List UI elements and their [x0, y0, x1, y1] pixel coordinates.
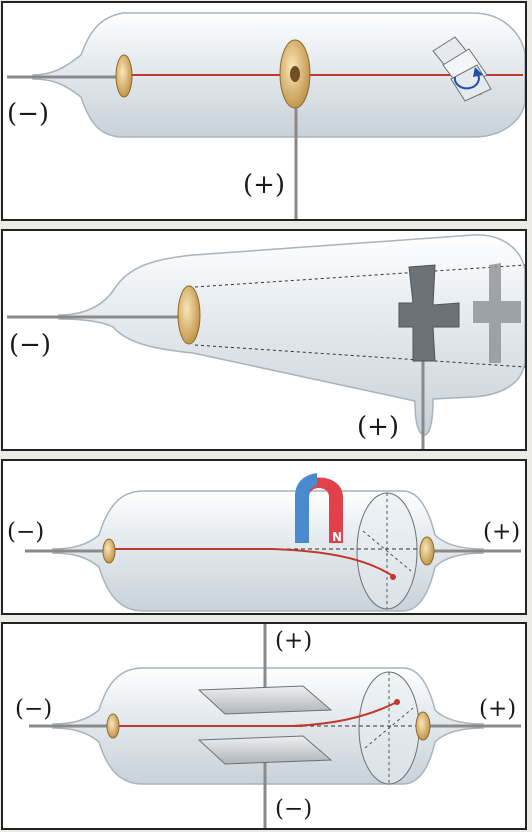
- cathode-label: (−): [9, 330, 51, 360]
- cathode-disc: [177, 285, 201, 345]
- electric-field-deflection-tube-diagram: (−) (+) (+) (−): [15, 624, 521, 828]
- cathode-ray-deflected: [292, 701, 398, 727]
- cathode-disc: [102, 538, 116, 564]
- cathode-disc: [115, 54, 133, 98]
- panel-magnet-deflection-tube: N (−) (+): [1, 459, 527, 615]
- magnet-deflection-tube-diagram: N (−) (+): [7, 473, 521, 612]
- maltese-cross-icon: [398, 264, 460, 362]
- panel-maltese-cross-tube: (−) (+): [1, 229, 527, 451]
- panel-paddle-wheel-tube: (−) (+): [1, 1, 527, 221]
- horseshoe-magnet-icon: N: [295, 473, 343, 544]
- beam-edge-bottom: [194, 344, 525, 368]
- deflected-spot: [394, 699, 400, 705]
- maltese-cross-tube-diagram: (−) (+): [7, 234, 525, 449]
- magnet-pole-label: N: [332, 530, 342, 544]
- negative-plate: [197, 735, 333, 765]
- cathode-label: (−): [7, 99, 49, 129]
- beam-edge-top: [194, 264, 525, 288]
- glass-tube: [58, 234, 525, 436]
- deflected-spot: [390, 574, 396, 580]
- paddle-wheel-tube-diagram: (−) (+): [7, 12, 525, 219]
- glass-tube: [52, 490, 484, 612]
- anode-disc: [415, 711, 431, 741]
- positive-plate: [197, 685, 333, 715]
- anode-label: (+): [243, 170, 285, 200]
- anode-label: (+): [479, 696, 516, 722]
- screen-axis-diagonal: [364, 707, 414, 749]
- panel-electric-field-deflection-tube: (−) (+) (+) (−): [1, 622, 527, 830]
- cathode-disc: [106, 713, 120, 739]
- bottom-plate-label: (−): [275, 796, 312, 822]
- cathode-label: (−): [7, 519, 44, 545]
- screen-axis-diagonal: [362, 530, 412, 572]
- paddle-wheel-icon: [432, 36, 492, 102]
- anode-disc: [419, 536, 435, 566]
- anode-label: (+): [357, 412, 399, 442]
- cathode-label: (−): [15, 696, 52, 722]
- cross-shadow-icon: [473, 263, 521, 363]
- top-plate-label: (+): [275, 628, 312, 654]
- cathode-ray-deflected: [272, 548, 394, 577]
- anode-label: (+): [483, 519, 520, 545]
- anode-hole: [290, 66, 300, 82]
